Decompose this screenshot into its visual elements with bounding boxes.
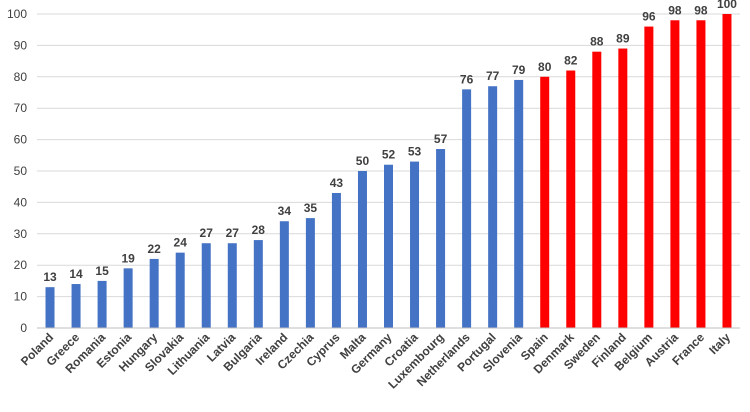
y-tick-label: 10 xyxy=(14,290,28,304)
data-label: 76 xyxy=(460,72,474,86)
bar-finland xyxy=(618,48,628,328)
data-label: 88 xyxy=(590,35,604,49)
x-axis: PolandGreeceRomaniaEstoniaHungarySlovaki… xyxy=(18,327,740,392)
bar-malta xyxy=(357,171,367,328)
y-tick-label: 60 xyxy=(14,133,28,147)
bar-austria xyxy=(670,20,680,329)
bar-belgium xyxy=(644,26,654,329)
x-tick-label: Italy xyxy=(706,330,733,357)
data-label: 43 xyxy=(330,176,344,190)
y-axis: 0 10 20 30 40 50 60 70 80 90 100 xyxy=(7,7,27,335)
y-tick-label: 90 xyxy=(14,38,28,52)
data-label: 96 xyxy=(642,10,656,24)
bar-lithuania xyxy=(201,243,211,328)
bar-czechia xyxy=(305,218,315,328)
data-label: 100 xyxy=(717,0,737,11)
bar-spain xyxy=(540,76,550,328)
data-label: 15 xyxy=(95,264,109,278)
y-tick-label: 40 xyxy=(14,195,28,209)
bar-sweden xyxy=(592,51,602,329)
data-label: 19 xyxy=(121,251,135,265)
y-tick-label: 80 xyxy=(14,70,28,84)
data-label: 22 xyxy=(147,242,161,256)
data-label: 98 xyxy=(668,3,682,17)
data-label: 27 xyxy=(226,226,240,240)
bar-netherlands xyxy=(462,89,472,328)
bar-cyprus xyxy=(331,192,341,328)
data-label: 57 xyxy=(434,132,448,146)
data-label: 77 xyxy=(486,69,500,83)
data-label: 24 xyxy=(174,236,188,250)
bar-portugal xyxy=(488,86,498,328)
bar-hungary xyxy=(149,258,159,328)
bar-latvia xyxy=(227,243,237,328)
bar-luxembourg xyxy=(436,149,446,328)
data-labels: 13 14 15 19 22 24 27 27 28 34 35 43 50 52 53 57 76 77 79 80… xyxy=(43,0,737,284)
data-label: 98 xyxy=(694,3,708,17)
data-label: 50 xyxy=(356,154,370,168)
bar-estonia xyxy=(123,268,133,328)
bar-bulgaria xyxy=(253,240,263,328)
y-tick-label: 20 xyxy=(14,258,28,272)
y-tick-label: 50 xyxy=(14,164,28,178)
data-label: 80 xyxy=(538,60,552,74)
bar-croatia xyxy=(410,161,420,328)
bar-germany xyxy=(384,164,393,328)
bar-romania xyxy=(97,280,107,328)
bar-greece xyxy=(71,284,81,328)
data-label: 52 xyxy=(382,148,396,162)
data-label: 27 xyxy=(200,226,214,240)
y-tick-label: 100 xyxy=(7,7,27,21)
bar-slovakia xyxy=(175,252,185,328)
data-label: 89 xyxy=(616,32,630,46)
y-tick-label: 0 xyxy=(20,321,27,335)
data-label: 79 xyxy=(512,63,526,77)
data-label: 82 xyxy=(564,54,578,68)
data-label: 34 xyxy=(278,204,292,218)
bar-denmark xyxy=(566,70,576,329)
bar-ireland xyxy=(279,221,289,328)
y-tick-label: 70 xyxy=(14,101,28,115)
bars xyxy=(45,14,732,329)
bar-italy xyxy=(722,14,732,328)
data-label: 13 xyxy=(43,270,57,284)
bar-slovenia xyxy=(514,79,524,328)
bar-france xyxy=(696,20,706,329)
data-label: 53 xyxy=(408,145,422,159)
data-label: 14 xyxy=(69,267,83,281)
data-label: 35 xyxy=(304,201,318,215)
y-tick-label: 30 xyxy=(14,227,28,241)
bar-poland xyxy=(45,287,55,328)
data-label: 28 xyxy=(252,223,266,237)
